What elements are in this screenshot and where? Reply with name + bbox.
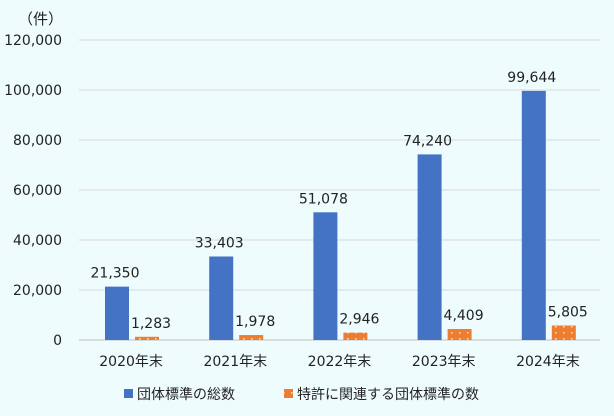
x-tick-label: 2020年末 (99, 354, 163, 370)
y-tick-label: 0 (53, 333, 62, 349)
bar-patent (135, 336, 159, 340)
bar-patent (239, 335, 264, 340)
x-tick-label: 2023年末 (412, 354, 476, 370)
data-label-total: 51,078 (299, 191, 348, 207)
y-axis-unit-label: （件） (18, 10, 63, 28)
data-label-patent: 5,805 (548, 304, 588, 320)
legend-label-patent: 特許に関連する団体標準の数 (297, 387, 479, 403)
y-tick-label: 120,000 (4, 33, 62, 49)
legend: 団体標準の総数 特許に関連する団体標準の数 (124, 387, 479, 403)
bar-total (417, 154, 442, 340)
data-label-total: 33,403 (195, 235, 244, 251)
y-tick-label: 40,000 (13, 233, 62, 249)
data-label-patent: 1,283 (131, 316, 171, 332)
legend-swatch-patent (284, 389, 293, 398)
bar-total (209, 256, 234, 340)
x-tick-label: 2021年末 (203, 354, 267, 370)
x-tick-label: 2022年末 (308, 354, 372, 370)
bar-total (521, 90, 546, 340)
bar-patent (551, 325, 576, 340)
x-tick-label: 2024年末 (516, 354, 580, 370)
data-label-patent: 1,978 (235, 314, 275, 330)
y-tick-label: 100,000 (4, 83, 62, 99)
y-tick-label: 20,000 (13, 283, 62, 299)
legend-label-total: 団体標準の総数 (137, 387, 235, 403)
y-tick-label: 80,000 (13, 133, 62, 149)
data-label-total: 99,644 (507, 70, 556, 86)
data-label-total: 74,240 (403, 133, 452, 149)
bar-total (313, 212, 338, 340)
bar-patent (343, 332, 368, 340)
data-label-total: 21,350 (91, 266, 140, 282)
legend-swatch-total (124, 389, 133, 398)
bar-patent (447, 328, 472, 340)
bar-total (105, 286, 129, 340)
data-label-patent: 2,946 (339, 312, 379, 328)
y-tick-label: 60,000 (13, 183, 62, 199)
data-label-patent: 4,409 (444, 308, 484, 324)
